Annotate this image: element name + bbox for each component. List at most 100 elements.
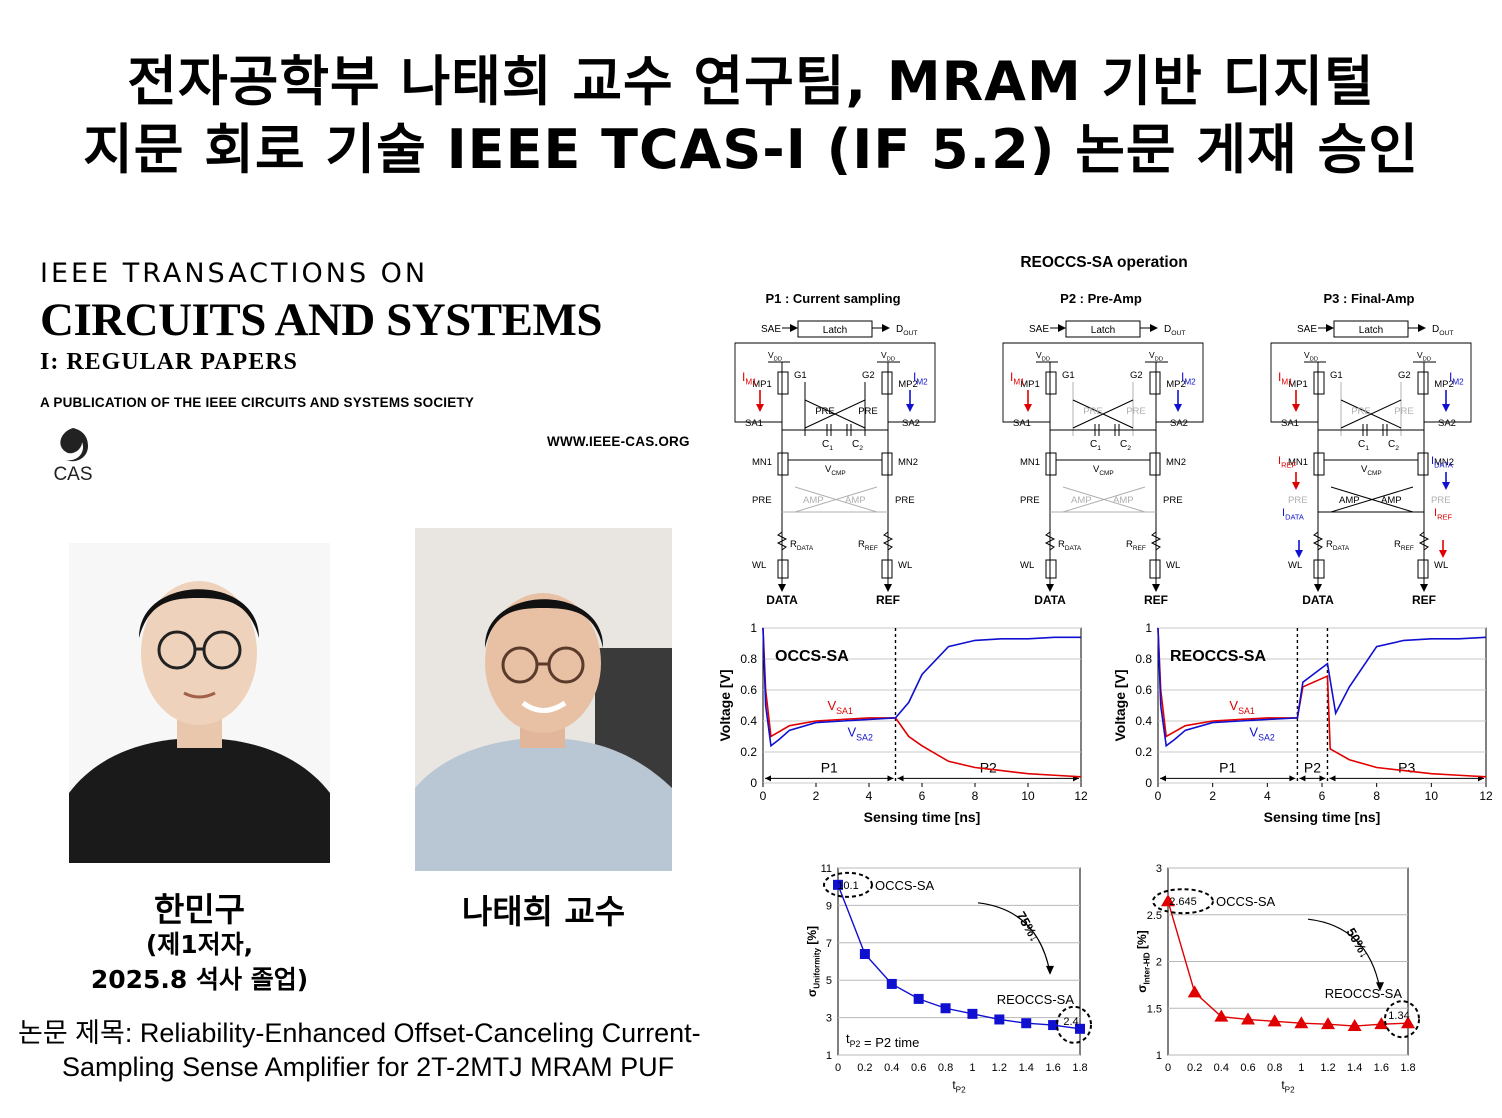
phase-title: P2 : Pre-Amp (1060, 291, 1142, 306)
iref-label: IREF (1434, 507, 1452, 521)
x-tick-label: 0.8 (1267, 1062, 1282, 1074)
x-tick-label: 0.2 (857, 1062, 872, 1074)
phase-label: P2 (980, 759, 997, 775)
x-tick-label: 12 (1074, 789, 1088, 803)
last-value-label: 1.34 (1388, 1010, 1409, 1022)
dout-label: DOUT (1432, 324, 1454, 337)
y-tick-label: 2.5 (1147, 910, 1162, 922)
y-tick-label: 0.8 (1135, 652, 1152, 666)
im1-label: IM1 (1278, 370, 1293, 387)
y-tick-label: 0.6 (740, 683, 757, 697)
highlight-ellipse (823, 871, 873, 898)
data-point (1075, 1023, 1085, 1034)
data-label: DATA (1302, 593, 1334, 607)
uniformity-chart: 1 3 5 7 9 11 0 0.2 0.4 0.6 0.8 1 1.2 1.4 1.6 1.8 tP2 σUni… (790, 858, 1110, 1098)
rdata-label: RDATA (790, 539, 814, 552)
data-point (1374, 1017, 1389, 1030)
x-axis-label: tP2 (1281, 1078, 1295, 1095)
phase-arrow-head (1299, 775, 1306, 782)
amp-switch-label: AMP (1071, 495, 1092, 506)
x-axis-label: tP2 (952, 1078, 966, 1095)
highlight-ellipse (1384, 1000, 1420, 1039)
ref-label: REF (876, 593, 900, 607)
y-tick-label: 0.8 (740, 652, 757, 666)
dout-label: DOUT (896, 324, 918, 337)
reduction-arrow (977, 902, 1051, 973)
occs-label: OCCS-SA (875, 878, 935, 893)
mp1-label: MP1 (1020, 379, 1040, 390)
data-point (913, 993, 924, 1004)
x-tick-label: 1.4 (1019, 1062, 1034, 1074)
journal-line1: IEEE TRANSACTIONS ON (40, 258, 429, 289)
x-tick-label: 0 (835, 1062, 841, 1074)
tp2-note: tP2 = P2 time (846, 1031, 919, 1050)
data-point (1187, 985, 1202, 998)
ref-label: REF (1144, 593, 1168, 607)
rref-label: RREF (1394, 539, 1414, 552)
sae-label: SAE (1029, 324, 1049, 335)
occs-waveform-chart: 0 0.2 0.4 0.6 0.8 1 0 2 4 6 8 10 12 Sensing time [ns]… (708, 618, 1104, 836)
im2-label: IM2 (1181, 370, 1196, 387)
c2-label: C2 (852, 439, 863, 452)
rref-label: RREF (858, 539, 878, 552)
data-point (833, 879, 843, 890)
pre-label: PRE (1394, 406, 1414, 417)
x-tick-label: 2 (1209, 789, 1216, 803)
student-role: (제1저자, (145, 930, 254, 959)
series-label: VSA2 (1249, 725, 1274, 743)
ref-label: REF (1412, 593, 1436, 607)
y-axis-label: Voltage [V] (717, 669, 733, 741)
x-tick-label: 1.2 (992, 1062, 1007, 1074)
data-point (1401, 1016, 1415, 1029)
x-tick-label: 1.6 (1374, 1062, 1389, 1074)
data-point (1241, 1012, 1255, 1025)
sa2-label: SA2 (902, 418, 920, 429)
paper-title-line1: 논문 제목: Reliability-Enhanced Offset-Cance… (18, 1016, 701, 1050)
circuit-title: REOCCS-SA operation (1020, 254, 1187, 271)
y-tick-label: 0.4 (1135, 714, 1152, 728)
headline-line1: 전자공학부 나태희 교수 연구팀, MRAM 기반 디지털 (127, 50, 1375, 113)
x-tick-label: 10 (1425, 789, 1439, 803)
x-tick-label: 1.6 (1045, 1062, 1060, 1074)
mn2-label: MN2 (898, 457, 918, 468)
data-point (1214, 1009, 1229, 1022)
student-graduation: 2025.8 석사 졸업) (90, 965, 309, 994)
pre-label: PRE (815, 406, 835, 417)
y-tick-label: 0.2 (740, 745, 757, 759)
y-axis-label: σUniformity [%] (805, 926, 822, 997)
g1-label: G1 (1330, 370, 1343, 381)
vdd-left: VDD (1304, 350, 1318, 363)
pre-switch-label: PRE (1020, 495, 1040, 506)
phase-arrow-head (887, 775, 894, 782)
wl-label: WL (1020, 560, 1034, 571)
mn2-label: MN2 (1434, 457, 1454, 468)
headline-line2: 지문 회로 기술 IEEE TCAS-I (IF 5.2) 논문 게재 승인 (83, 118, 1419, 181)
x-tick-label: 1 (969, 1062, 975, 1074)
occs-label: OCCS-SA (1216, 894, 1276, 909)
y-tick-label: 3 (826, 1013, 832, 1025)
vdd-left: VDD (768, 350, 782, 363)
y-tick-label: 11 (821, 863, 832, 875)
sa2-label: SA2 (1170, 418, 1188, 429)
mn1-label: MN1 (1288, 457, 1308, 468)
data-point (1294, 1016, 1309, 1029)
y-tick-label: 2 (1156, 957, 1162, 969)
reoccs-waveform-chart: 0 0.2 0.4 0.6 0.8 1 0 2 4 6 8 10 12 Sensing time [ns]… (1102, 618, 1500, 836)
journal-line2: CIRCUITS AND SYSTEMS (40, 294, 603, 346)
phase-label: P1 (1219, 759, 1236, 775)
y-tick-label: 1 (750, 621, 757, 635)
series-label: VSA2 (848, 725, 873, 743)
mp2-label: MP2 (898, 379, 918, 390)
y-axis-label: σInter-HD [%] (1135, 930, 1152, 992)
last-value-label: 2.4 (1063, 1016, 1078, 1028)
highlight-ellipse (1056, 1005, 1092, 1044)
journal-line3: I: REGULAR PAPERS (40, 349, 298, 375)
wl-label: WL (1434, 560, 1448, 571)
wl-label: WL (752, 560, 766, 571)
uniformity-chart-svg: 1 3 5 7 9 11 0 0.2 0.4 0.6 0.8 1 1.2 1.4 1.6 1.8 tP2 σUni… (805, 863, 1092, 1095)
data-point (1021, 1018, 1032, 1029)
mp2-label: MP2 (1434, 379, 1454, 390)
paper-title-text1: : Reliability-Enhanced Offset-Canceling … (124, 1018, 701, 1048)
journal-line4: A PUBLICATION OF THE IEEE CIRCUITS AND S… (40, 395, 475, 410)
